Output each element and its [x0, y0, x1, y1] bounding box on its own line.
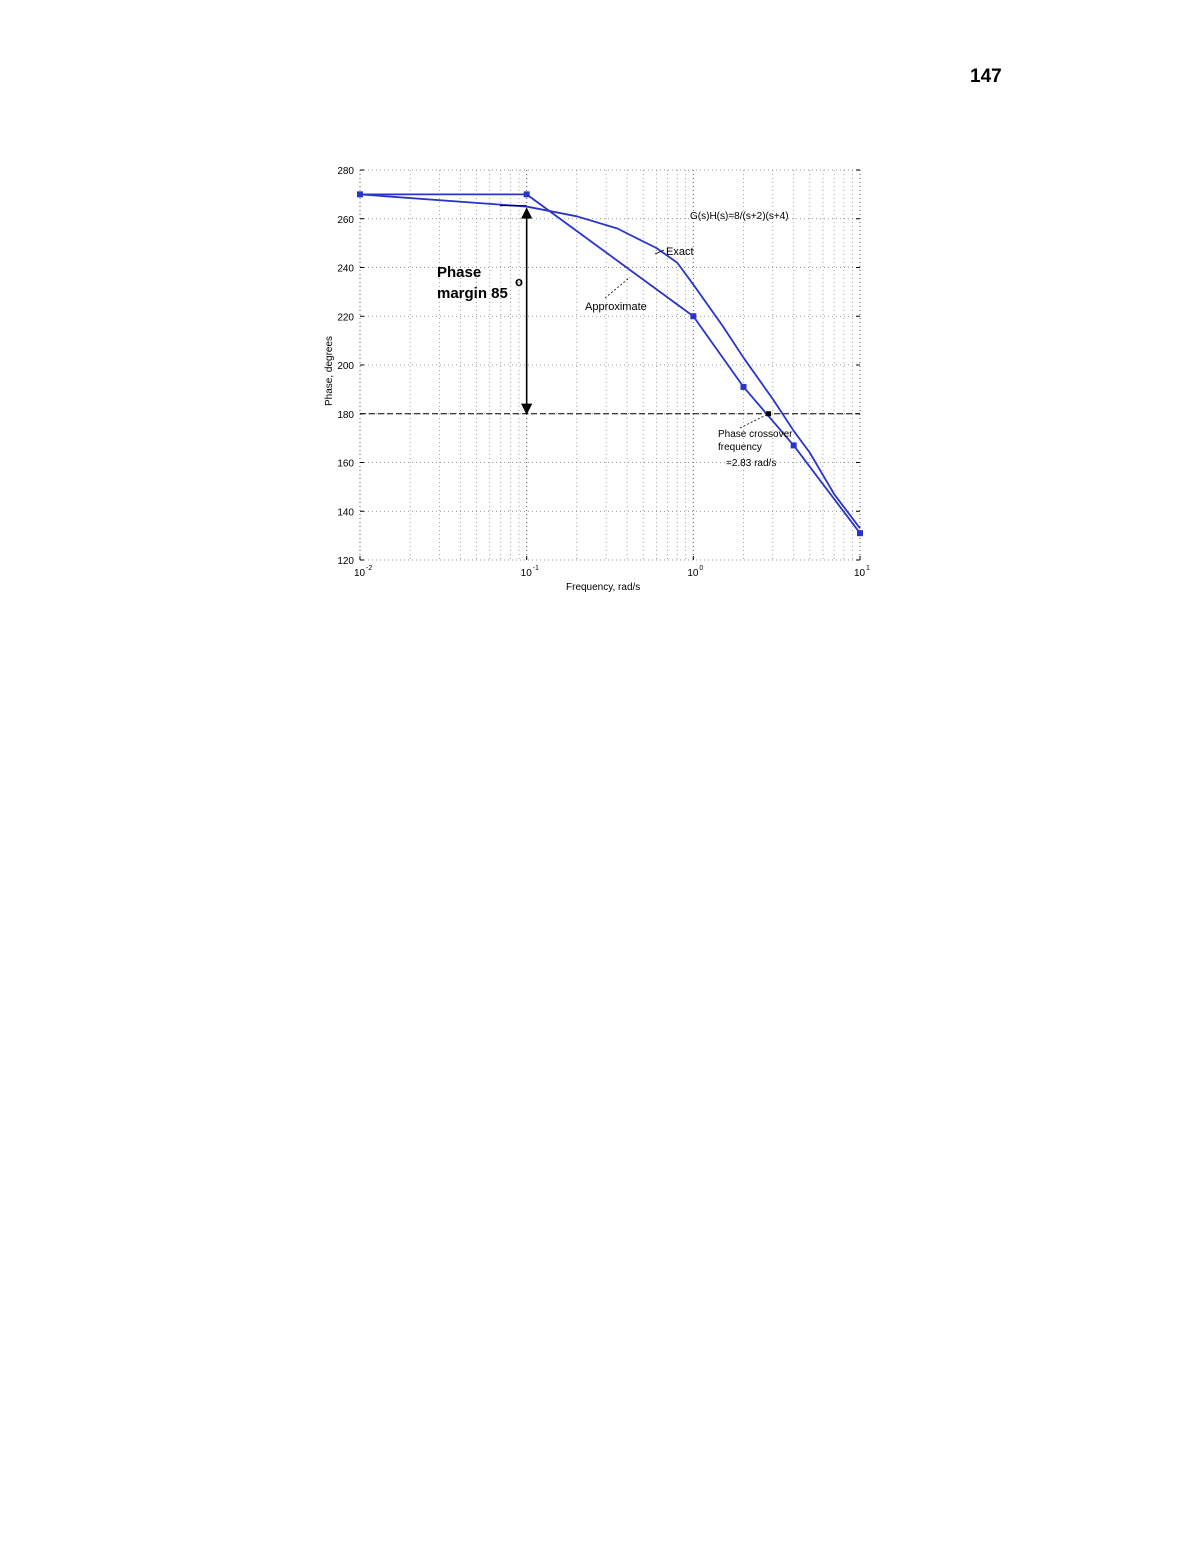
y-tick-label: 200 [337, 361, 354, 372]
y-tick-label: 220 [337, 312, 354, 323]
exact-leader-line [654, 249, 665, 255]
x-tick-exponent: 0 [699, 565, 703, 572]
exact-series-line [359, 193, 861, 529]
x-tick-exponent: -2 [366, 565, 372, 572]
phase-margin-label-line1: Phase [437, 264, 481, 281]
x-tick-exponent: -1 [533, 565, 539, 572]
y-tick-label: 140 [337, 507, 354, 518]
annotations: G(s)H(s)=8/(s+2)(s+4) Exact Approximate … [324, 205, 793, 593]
approximate-series-point [523, 191, 530, 198]
transfer-function-label: G(s)H(s)=8/(s+2)(s+4) [690, 211, 789, 222]
approximate-leader-line [604, 276, 631, 299]
crossover-leader-line [739, 413, 769, 429]
exact-series-label: Exact [666, 246, 694, 258]
x-tick-label: 10 [854, 568, 866, 579]
approximate-series-line [360, 193, 861, 534]
approximate-series-point [740, 383, 747, 390]
x-tick-label: 10 [521, 568, 533, 579]
phase-margin-label-line2: margin 85 [437, 285, 508, 302]
x-axis-label: Frequency, rad/s [566, 582, 640, 593]
page-number: 147 [970, 66, 1002, 87]
x-tick-label: 10 [354, 568, 366, 579]
approximate-series-point [690, 313, 697, 320]
approximate-series-label: Approximate [585, 301, 647, 313]
crossover-label-line1: Phase crossover [718, 429, 793, 440]
y-tick-label: 280 [337, 166, 354, 177]
phase-plot: 120 140 160 180 200 220 240 260 280 10 -2 10 -1 10 0 10… [300, 150, 900, 610]
approximate-series-point [357, 191, 363, 198]
x-tick-exponent: 1 [866, 565, 870, 572]
crossover-label-line3: =2.83 rad/s [726, 458, 776, 469]
approximate-series-point [857, 530, 863, 537]
grid [359, 169, 861, 561]
y-tick-label: 160 [337, 459, 354, 470]
y-tick-label: 180 [337, 410, 354, 421]
series-layer [357, 191, 863, 537]
y-tick-label: 120 [337, 556, 354, 567]
crossover-point [766, 411, 772, 417]
phase-margin-degree-sign: o [515, 274, 523, 289]
x-tick-label: 10 [687, 568, 699, 579]
crossover-label-line2: frequency [718, 442, 762, 453]
y-tick-label: 260 [337, 215, 354, 226]
approximate-series-point [790, 442, 797, 449]
y-axis-label: Phase, degrees [324, 336, 335, 406]
y-tick-label: 240 [337, 264, 354, 275]
